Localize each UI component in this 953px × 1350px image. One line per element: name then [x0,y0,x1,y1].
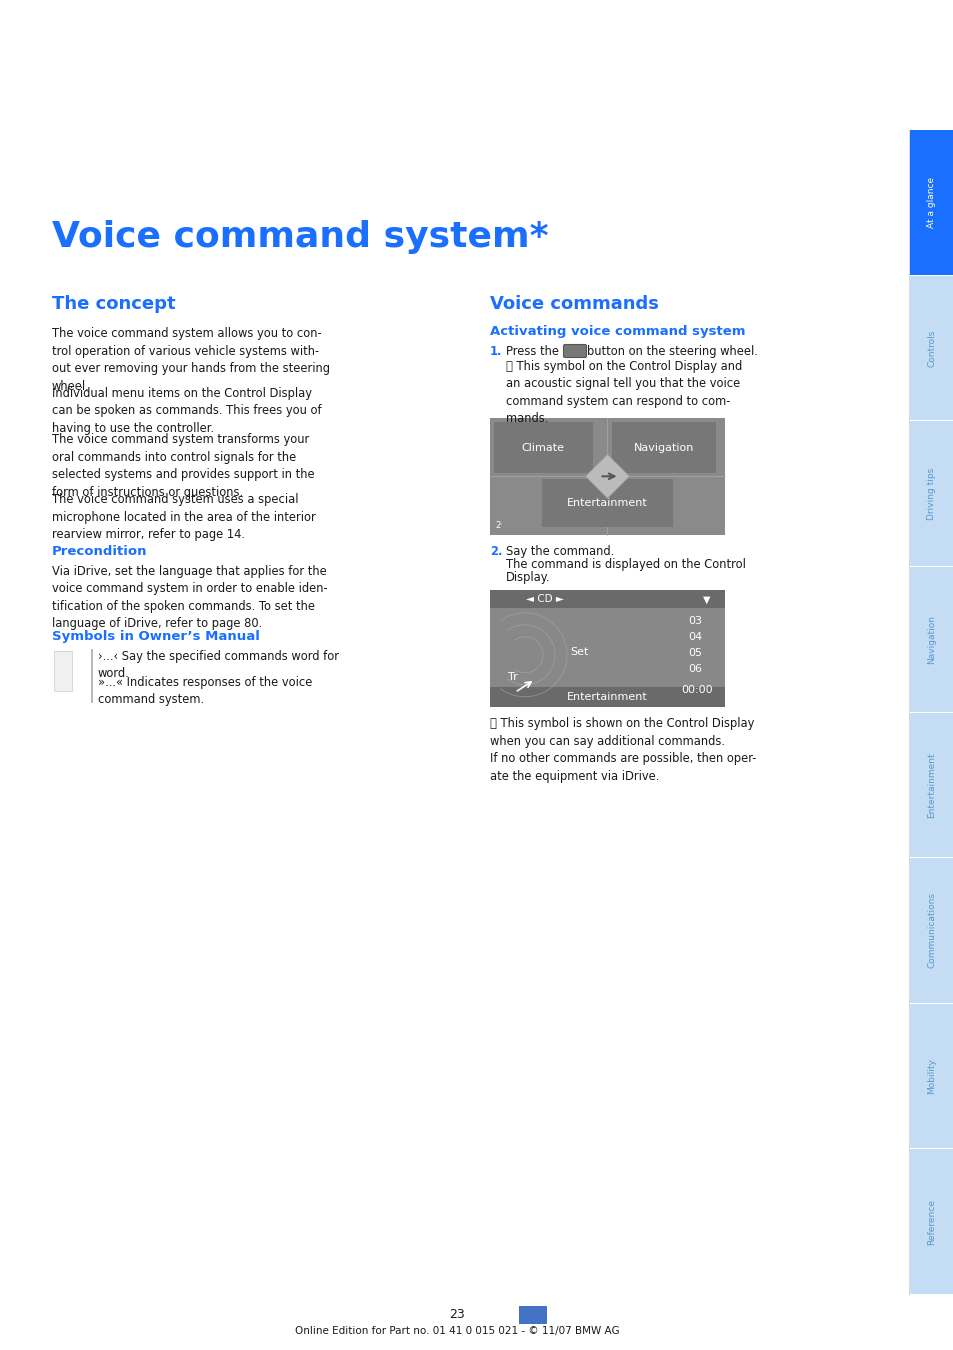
Bar [909,275,953,420]
Text: 05: 05 [687,648,701,659]
Text: Reference: Reference [926,1199,936,1245]
Text: Mobility: Mobility [926,1058,936,1094]
Bar [490,417,724,535]
Polygon shape [585,455,629,498]
Bar [909,567,953,711]
Text: The voice command system allows you to con-
trol operation of various vehicle sy: The voice command system allows you to c… [52,327,330,393]
Text: The concept: The concept [52,296,175,313]
Text: Online Edition for Part no. 01 41 0 015 021 - © 11/07 BMW AG: Online Edition for Part no. 01 41 0 015 … [294,1326,618,1336]
Text: Activating voice command system: Activating voice command system [490,325,744,338]
Text: ⫰ This symbol on the Control Display and
an acoustic signal tell you that the vo: ⫰ This symbol on the Control Display and… [505,360,741,425]
Bar [909,130,953,274]
Text: Individual menu items on the Control Display
can be spoken as commands. This fre: Individual menu items on the Control Dis… [52,387,321,435]
Text: ⫰ This symbol is shown on the Control Display
when you can say additional comman: ⫰ This symbol is shown on the Control Di… [490,717,756,783]
Text: ▼: ▼ [702,594,710,605]
Bar [490,687,724,707]
Bar [518,1305,546,1324]
Text: 1.: 1. [490,346,502,358]
Text: Climate: Climate [521,443,564,452]
Text: 04: 04 [687,632,701,643]
Text: 06: 06 [687,664,701,675]
Bar [909,1149,953,1295]
Text: 03: 03 [687,617,701,626]
Text: Navigation: Navigation [633,443,694,452]
Text: The command is displayed on the Control: The command is displayed on the Control [505,558,745,571]
Bar [54,651,71,691]
Text: 2ⁱ: 2ⁱ [495,521,501,529]
Text: Entertainment: Entertainment [926,752,936,818]
Bar [909,713,953,857]
Text: Tr: Tr [507,672,517,682]
Bar [909,859,953,1003]
Text: Entertainment: Entertainment [566,498,647,508]
Text: Set: Set [570,648,588,657]
Text: »...« Indicates responses of the voice
command system.: »...« Indicates responses of the voice c… [98,675,312,706]
Text: Press the: Press the [505,346,558,358]
Text: Symbols in Owner’s Manual: Symbols in Owner’s Manual [52,629,259,643]
Bar [909,1004,953,1149]
Text: Precondition: Precondition [52,545,148,558]
Text: Voice commands: Voice commands [490,296,659,313]
Bar [612,421,715,474]
Text: 23: 23 [449,1308,464,1322]
Text: Say the command.: Say the command. [505,545,614,558]
Text: Entertainment: Entertainment [566,693,647,702]
Text: 2.: 2. [490,545,502,558]
Text: 00:00: 00:00 [680,686,712,695]
Text: The voice command system transforms your
oral commands into control signals for : The voice command system transforms your… [52,433,314,500]
Text: Driving tips: Driving tips [926,467,936,520]
Bar [494,421,592,474]
Bar [909,421,953,566]
FancyBboxPatch shape [563,344,586,358]
Bar [541,479,673,526]
Text: ◄ CD ►: ◄ CD ► [525,594,563,605]
Text: Display.: Display. [505,571,550,585]
Text: Navigation: Navigation [926,614,936,664]
Text: The voice command system uses a special
microphone located in the area of the in: The voice command system uses a special … [52,493,315,541]
Text: At a glance: At a glance [926,177,936,228]
Text: Communications: Communications [926,892,936,968]
Bar [490,590,724,609]
Text: button on the steering wheel.: button on the steering wheel. [586,346,757,358]
Text: Controls: Controls [926,329,936,367]
Text: Via iDrive, set the language that applies for the
voice command system in order : Via iDrive, set the language that applie… [52,564,327,630]
Bar [490,590,724,707]
Text: ›...‹ Say the specified commands word for
word.: ›...‹ Say the specified commands word fo… [98,649,338,680]
Text: Voice command system*: Voice command system* [52,220,548,254]
